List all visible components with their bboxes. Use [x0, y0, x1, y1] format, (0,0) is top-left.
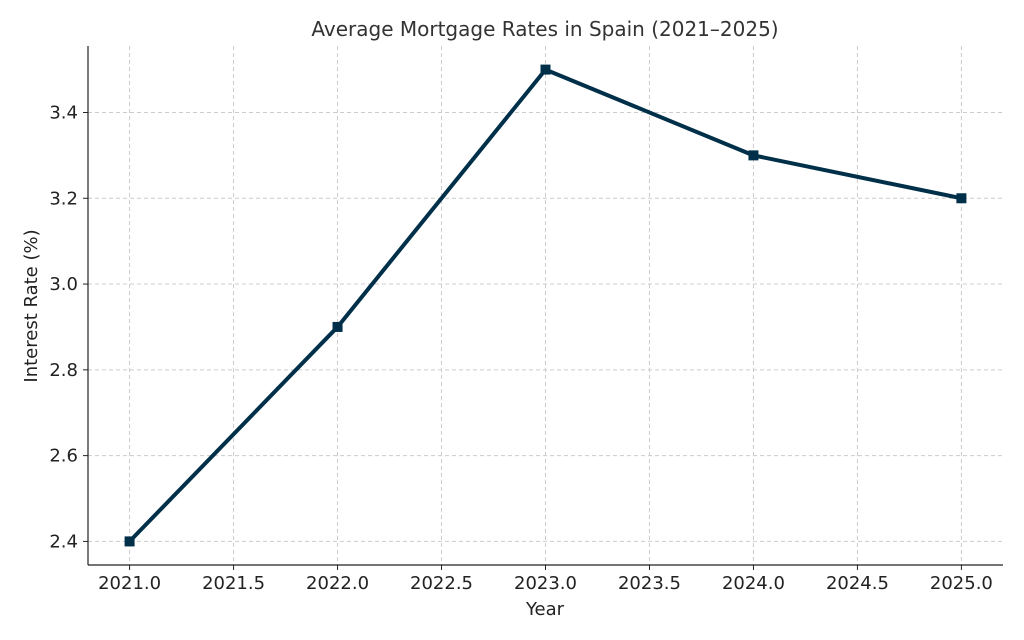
- marker: [124, 536, 135, 547]
- y-tick-label: 3.0: [49, 274, 78, 295]
- y-tick-label: 2.4: [49, 531, 78, 552]
- x-tick-label: 2022.5: [410, 573, 473, 594]
- marker: [956, 193, 967, 204]
- x-tick-label: 2024.0: [722, 573, 785, 594]
- x-axis-label: Year: [525, 599, 565, 620]
- marker: [748, 150, 759, 161]
- y-tick-label: 2.6: [49, 446, 78, 467]
- chart-title: Average Mortgage Rates in Spain (2021–20…: [311, 17, 778, 41]
- y-tick-label: 3.2: [49, 188, 78, 209]
- y-tick-label: 2.8: [49, 360, 78, 381]
- x-tick-label: 2021.5: [202, 573, 265, 594]
- y-tick-label: 3.4: [49, 102, 78, 123]
- y-axis-label: Interest Rate (%): [21, 229, 42, 382]
- x-tick-label: 2021.0: [98, 573, 161, 594]
- x-tick-label: 2022.0: [306, 573, 369, 594]
- x-tick-label: 2025.0: [930, 573, 993, 594]
- marker: [332, 321, 343, 332]
- x-tick-label: 2023.0: [514, 573, 577, 594]
- marker: [540, 64, 551, 75]
- x-tick-label: 2024.5: [826, 573, 889, 594]
- x-tick-label: 2023.5: [618, 573, 681, 594]
